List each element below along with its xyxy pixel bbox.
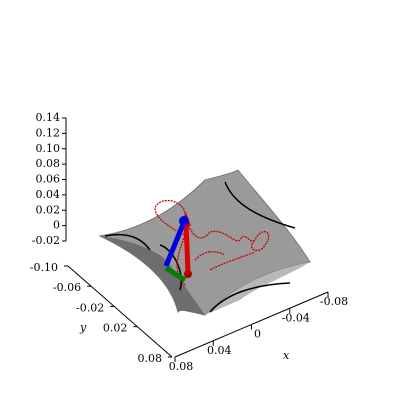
surface-light: [205, 262, 310, 315]
y-tick-label: -0.02: [76, 301, 104, 314]
x-tick-label: 0: [254, 328, 261, 341]
origin-point: [184, 270, 192, 278]
y-axis-label: y: [79, 321, 87, 334]
x-tick-label: -0.04: [282, 311, 310, 324]
y-tick-label: 0.08: [138, 352, 163, 365]
z-tick-label: 0.06: [36, 173, 61, 186]
y-axis: [67, 265, 173, 358]
x-tick-label: -0.08: [320, 295, 348, 308]
contour: [224, 181, 296, 229]
x-tick-label: 0.08: [169, 360, 194, 373]
vector-blue: [163, 221, 187, 267]
arrowhead: [179, 216, 189, 226]
vectors: [163, 212, 192, 283]
z-tick-label: 0.10: [36, 142, 61, 155]
vector-green: [164, 265, 187, 283]
surface-patch: [98, 169, 311, 316]
trajectory: [154, 199, 270, 286]
y-tick-label: 0.02: [103, 322, 128, 335]
vector-red: [183, 221, 191, 273]
surface: [98, 169, 311, 316]
z-tick-label: -0.02: [32, 234, 60, 247]
x-axis-label: x: [283, 349, 290, 362]
z-tick-label: 0.14: [36, 111, 61, 124]
z-tick-label: 0.12: [36, 126, 61, 139]
z-tick-label: 0: [53, 219, 60, 232]
z-tick-label: 0.04: [36, 188, 61, 201]
z-tick-label: 0.08: [36, 157, 61, 170]
contour: [104, 233, 151, 251]
y-tick-label: -0.10: [30, 261, 58, 274]
x-tick-label: 0.04: [207, 344, 232, 357]
z-tick-label: 0.02: [36, 203, 61, 216]
contour: [209, 282, 291, 313]
y-tick-label: -0.06: [53, 281, 81, 294]
surface-shade: [100, 236, 205, 315]
contour: [159, 244, 182, 291]
